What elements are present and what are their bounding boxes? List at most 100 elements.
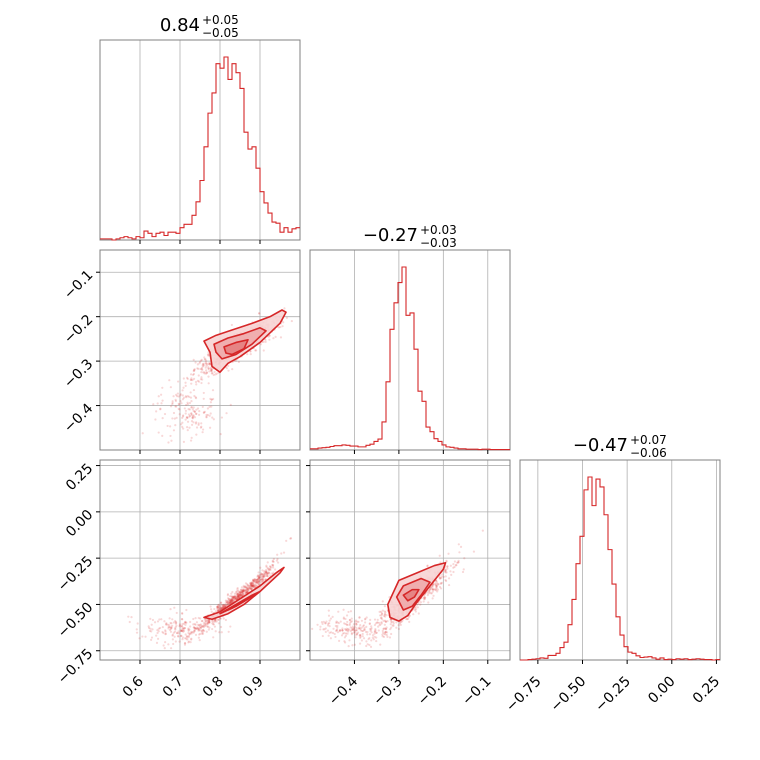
scatter-xz-sample-point [181, 618, 184, 621]
scatter-xy-sample-point [227, 364, 230, 367]
scatter-yz-sample-point [449, 570, 452, 573]
scatter-xz-sample-point [222, 604, 225, 607]
scatter-xy-sample-point [230, 323, 233, 327]
scatter-yz-sample-point [338, 630, 341, 633]
scatter-yz-sample-point [368, 633, 372, 636]
scatter-xz-sample-point [218, 631, 221, 634]
scatter-xy-sample-point [174, 405, 177, 408]
scatter-xz-sample-point [220, 606, 223, 610]
scatter-xz-sample-point [265, 564, 268, 567]
scatter-xz-sample-point [155, 634, 158, 637]
scatter-xz-sample-point [153, 621, 157, 624]
scatter-xy-sample-point [192, 406, 195, 409]
scatter-xz-sample-point [175, 624, 178, 627]
scatter-xy-sample-point [200, 367, 203, 371]
scatter-yz-sample-point [344, 617, 347, 621]
scatter-xz-sample-point [241, 593, 244, 596]
scatter-yz-sample-point [322, 620, 325, 623]
scatter-xy-sample-point [196, 367, 199, 370]
scatter-yz-sample-point [351, 625, 355, 628]
scatter-yz-sample-point [362, 637, 366, 640]
scatter-yz-sample-point [340, 634, 344, 637]
scatter-yz-sample-point [352, 626, 356, 630]
scatter-xz-sample-point [252, 585, 255, 588]
scatter-xz-sample-point [206, 625, 209, 628]
scatter-xy-sample-point [193, 394, 196, 398]
scatter-xy-sample-point [207, 375, 210, 378]
scatter-yz-sample-point [432, 588, 435, 591]
scatter-xz-sample-point [158, 626, 162, 630]
scatter-yz-sample-point [341, 627, 344, 630]
scatter-xz-sample-point [227, 601, 230, 604]
scatter-xy-sample-point [210, 398, 213, 401]
scatter-yz-sample-point [351, 628, 354, 631]
title-x-minus: −0.05 [202, 26, 239, 40]
scatter-xz-sample-point [225, 601, 229, 604]
scatter-xz-sample-point [229, 599, 232, 602]
scatter-yz-sample-point [370, 625, 373, 628]
scatter-xz-sample-point [272, 566, 275, 569]
scatter-xz-sample-point [233, 595, 236, 598]
scatter-xy-sample-point [193, 369, 196, 372]
scatter-yz-sample-point [373, 632, 376, 635]
scatter-xz-sample-point [169, 627, 173, 631]
scatter-yz-xtick-label-3: −0.1 [459, 674, 494, 709]
scatter-xy-sample-point [207, 382, 210, 385]
scatter-xz-xtick-label-3: 0.9 [240, 674, 267, 701]
scatter-yz-sample-point [386, 619, 389, 623]
scatter-xz-sample-point [175, 621, 178, 624]
scatter-xz-sample-point [236, 592, 239, 595]
scatter-xz-sample-point [224, 618, 227, 622]
scatter-yz-sample-point [352, 628, 355, 631]
scatter-xz-sample-point [246, 583, 249, 586]
scatter-yz-sample-point [416, 603, 419, 606]
scatter-xy-sample-point [182, 386, 185, 389]
scatter-yz-sample-point [373, 635, 376, 638]
scatter-xz-sample-point [252, 584, 255, 587]
scatter-xz-sample-point [250, 583, 253, 586]
scatter-xz-sample-point [266, 571, 269, 575]
scatter-xz-sample-point [239, 593, 242, 596]
scatter-xy-sample-point [211, 372, 214, 375]
scatter-xz-sample-point [197, 636, 200, 639]
scatter-xy-sample-point [199, 367, 202, 371]
scatter-xz-sample-point [260, 578, 263, 581]
scatter-xz-sample-point [216, 618, 220, 621]
scatter-xy-sample-point [237, 360, 240, 364]
scatter-xz-sample-point [181, 629, 184, 632]
scatter-yz-sample-point [324, 622, 327, 625]
scatter-xy-sample-point [205, 371, 209, 374]
scatter-xz-sample-point [262, 575, 265, 579]
scatter-xy-sample-point [169, 405, 173, 408]
scatter-yz-sample-point [428, 588, 432, 591]
scatter-xy-sample-point [197, 423, 200, 426]
scatter-xy-sample-point [202, 371, 205, 374]
scatter-yz-sample-point [383, 614, 386, 618]
scatter-xz-sample-point [236, 588, 239, 591]
scatter-xz-sample-point [228, 595, 232, 598]
scatter-xz-sample-point [246, 584, 249, 587]
scatter-xz-frame [99, 459, 301, 661]
scatter-xz-sample-point [254, 580, 257, 583]
scatter-yz-sample-point [397, 624, 400, 627]
scatter-xz-sample-point [271, 564, 275, 567]
scatter-xz-sample-point [202, 629, 205, 632]
scatter-xz-sample-point [244, 582, 248, 585]
scatter-xz-sample-point [214, 620, 217, 623]
scatter-xy-sample-point [195, 383, 198, 386]
scatter-yz-sample-point [457, 561, 460, 564]
scatter-xy-sample-point [163, 412, 167, 416]
scatter-xz-sample-point [242, 588, 245, 591]
scatter-xz-sample-point [260, 580, 263, 584]
scatter-xz-sample-point [233, 599, 236, 602]
scatter-xy-sample-point [181, 398, 185, 401]
scatter-yz-sample-point [346, 620, 349, 624]
scatter-xz-sample-point [271, 563, 275, 567]
scatter-xz-sample-point [285, 539, 288, 542]
scatter-xz-sample-point [187, 636, 190, 639]
scatter-xz-sample-point [169, 647, 173, 650]
scatter-xz-sample-point [167, 643, 170, 646]
scatter-xz-sample-point [192, 623, 195, 626]
scatter-yz-sample-point [360, 619, 364, 622]
scatter-xz-sample-point [261, 580, 264, 583]
